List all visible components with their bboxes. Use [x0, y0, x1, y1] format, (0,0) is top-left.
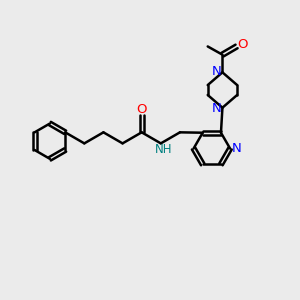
Text: NH: NH [154, 143, 172, 156]
Text: O: O [136, 103, 147, 116]
Text: N: N [232, 142, 242, 155]
Text: O: O [237, 38, 248, 51]
Text: N: N [212, 65, 221, 78]
Text: N: N [212, 102, 221, 115]
